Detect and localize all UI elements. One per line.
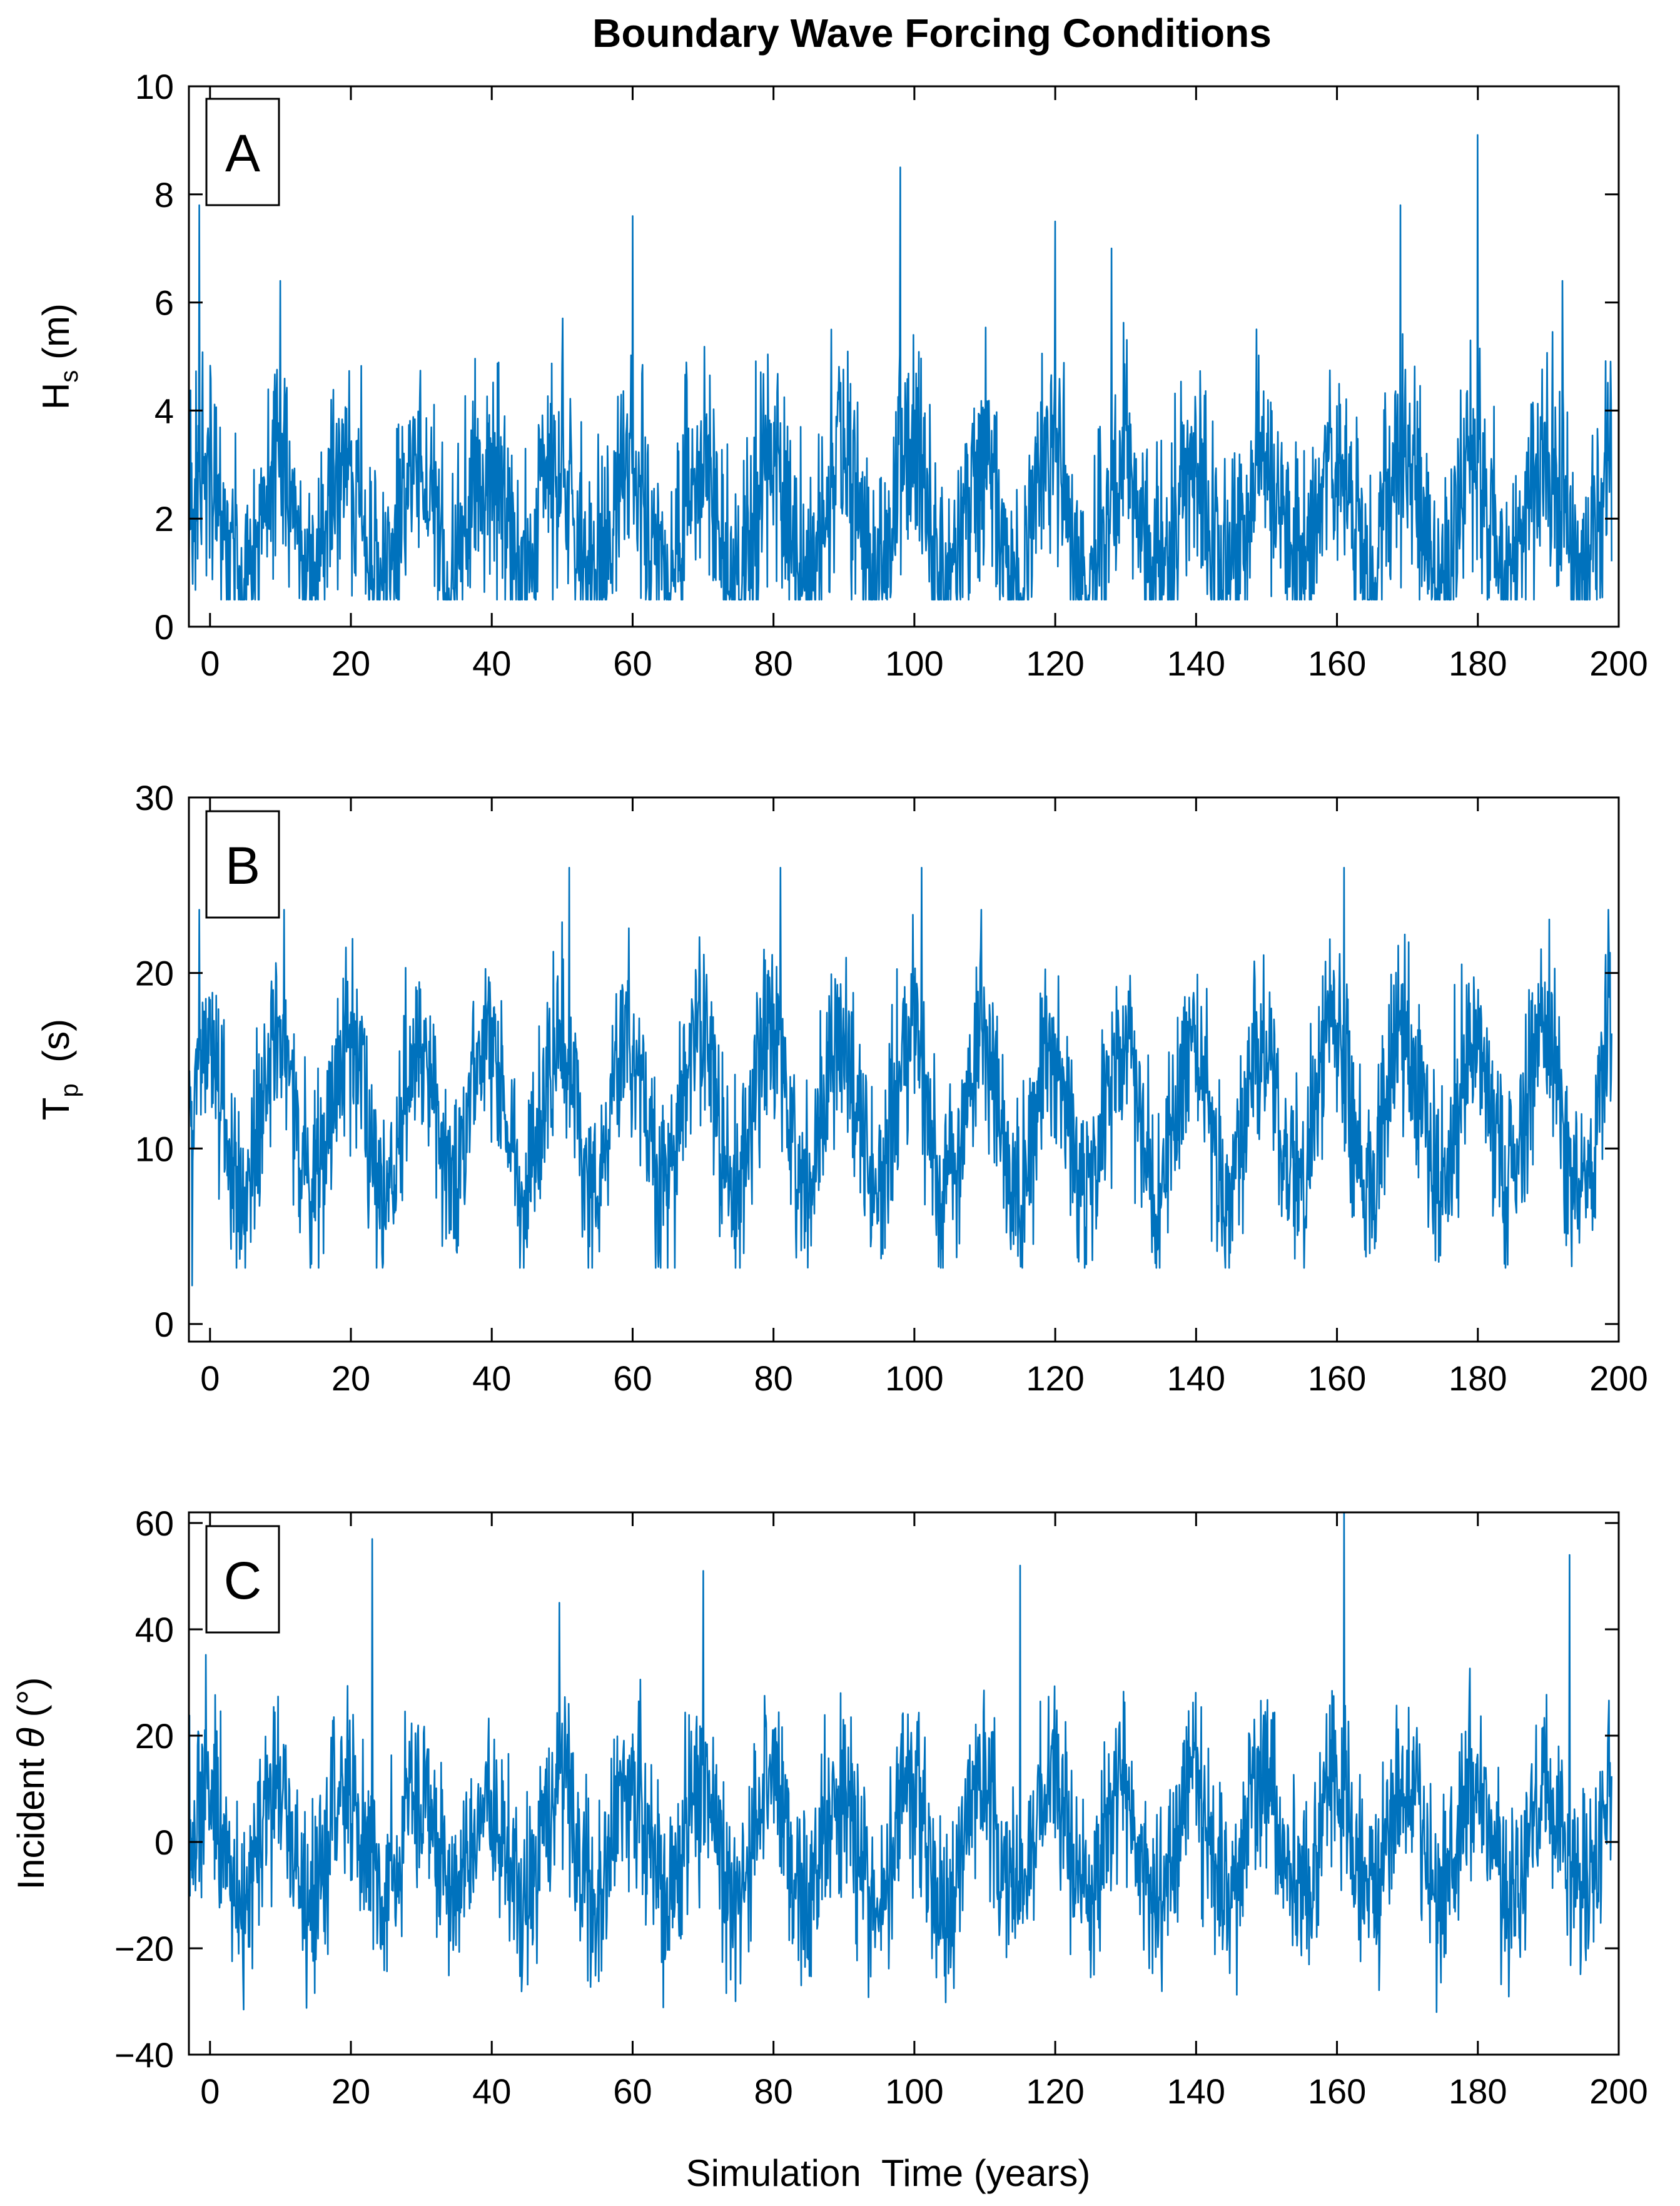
panel-b-y-label-unit: (s): [35, 1019, 77, 1083]
panel-b-x-tick-label: 40: [472, 1359, 511, 1398]
panel-a-x-tick-label: 120: [1026, 644, 1084, 683]
panel-b-y-label-main: T: [35, 1097, 77, 1120]
panel-b-x-tick-label: 120: [1026, 1359, 1084, 1398]
panel-b-x-tick-label: 140: [1167, 1359, 1225, 1398]
panel-c-y-label-main: Incident: [10, 1748, 52, 1890]
panel-c-label: C: [224, 1551, 262, 1610]
panel-c-x-tick-label: 40: [472, 2072, 511, 2111]
panel-c-y-ticks: −40 −20 0 20 40 60: [114, 1504, 1619, 2075]
panel-c-y-axis-label: Incident θ (°): [10, 1677, 52, 1890]
panel-c-axes-box: [188, 1511, 1620, 2056]
panel-a-x-tick-label: 40: [472, 644, 511, 683]
panel-c-series-line: [188, 1511, 1612, 2013]
panel-b-axes-box: [188, 796, 1620, 1343]
panel-c-x-tick-label: 200: [1589, 2072, 1647, 2111]
panel-b-label: B: [225, 836, 260, 895]
panel-a-x-tick-label: 200: [1589, 644, 1647, 683]
panel-c-x-tick-label: 120: [1026, 2072, 1084, 2111]
panel-c-x-ticks: 0 20 40 60 80 100 120 140 160 180 200: [200, 1512, 1648, 2111]
panel-b-x-tick-label: 60: [613, 1359, 652, 1398]
panel-b-y-tick-label: 10: [135, 1129, 174, 1168]
panel-c-x-tick-label: 60: [613, 2072, 652, 2111]
x-axis-label: Simulation Time (years): [686, 2152, 1091, 2194]
panel-c-label-box: C: [205, 1525, 280, 1634]
panel-c-x-tick-label: 0: [200, 2072, 220, 2111]
panel-b-label-box: B: [205, 810, 280, 919]
panel-b-x-tick-label: 80: [754, 1359, 793, 1398]
panel-a-series-line: [188, 134, 1612, 601]
panel-b-x-tick-label: 200: [1589, 1359, 1647, 1398]
panel-b-x-tick-label: 160: [1308, 1359, 1366, 1398]
panel-a-label: A: [225, 124, 260, 183]
panel-c-series: [188, 1511, 1612, 2013]
panel-c-x-tick-label: 100: [885, 2072, 943, 2111]
panel-b-x-tick-label: 180: [1449, 1359, 1507, 1398]
panel-c-x-tick-label: 180: [1449, 2072, 1507, 2111]
panel-c-y-label-theta: θ: [10, 1728, 52, 1748]
panel-a-axes-box: [188, 85, 1620, 628]
panel-b-x-tick-label: 20: [331, 1359, 370, 1398]
panel-c-y-tick-label: 0: [154, 1823, 174, 1862]
panel-a-y-tick-label: 2: [154, 499, 174, 539]
panel-a-x-tick-label: 140: [1167, 644, 1225, 683]
panel-c-x-tick-label: 20: [331, 2072, 370, 2111]
panel-a-x-tick-label: 160: [1308, 644, 1366, 683]
panel-b-y-tick-label: 30: [135, 778, 174, 817]
panel-b-y-axis-label: Tp (s): [35, 1019, 83, 1120]
panel-b-y-tick-label: 0: [154, 1305, 174, 1344]
panel-a-y-tick-label: 4: [154, 391, 174, 430]
panel-c-y-tick-label: −20: [114, 1929, 174, 1968]
panel-a-x-tick-label: 60: [613, 644, 652, 683]
panel-a: 0 20 40 60 80 100 120 140 160 180 200 0 2 4 6 8 10 A Hs…: [35, 67, 1648, 683]
panel-a-series: [188, 134, 1612, 601]
panel-a-y-tick-label: 0: [154, 607, 174, 647]
panel-a-x-ticks: 0 20 40 60 80 100 120 140 160 180 200: [200, 86, 1648, 683]
panel-b-series-line: [188, 867, 1612, 1287]
panel-a-y-tick-label: 10: [135, 67, 174, 106]
panel-a-x-tick-label: 80: [754, 644, 793, 683]
panel-b-y-label-sub: p: [56, 1083, 83, 1097]
panel-a-y-tick-label: 6: [154, 283, 174, 323]
panel-c-y-tick-label: −40: [114, 2035, 174, 2075]
panel-b-x-ticks: 0 20 40 60 80 100 120 140 160 180 200: [200, 797, 1648, 1398]
panel-c: 0 20 40 60 80 100 120 140 160 180 200 −40 −20 0 20 40 6…: [10, 1504, 1648, 2111]
panel-a-y-label-unit: (m): [35, 303, 77, 370]
panel-c-y-tick-label: 20: [135, 1716, 174, 1756]
panel-b: 0 20 40 60 80 100 120 140 160 180 200 0 10 20 30 B Tp…: [35, 778, 1648, 1398]
panel-a-y-label-main: H: [35, 383, 77, 410]
panel-b-x-tick-label: 100: [885, 1359, 943, 1398]
panel-b-series: [188, 867, 1612, 1287]
panel-c-x-tick-label: 80: [754, 2072, 793, 2111]
figure-title: Boundary Wave Forcing Conditions: [592, 11, 1272, 56]
panel-c-x-tick-label: 140: [1167, 2072, 1225, 2111]
panel-a-x-tick-label: 0: [200, 644, 220, 683]
panel-a-x-tick-label: 180: [1449, 644, 1507, 683]
panel-b-x-tick-label: 0: [200, 1359, 220, 1398]
panel-a-x-tick-label: 20: [331, 644, 370, 683]
panel-a-x-tick-label: 100: [885, 644, 943, 683]
panel-b-y-ticks: 0 10 20 30: [135, 778, 1619, 1344]
panel-c-y-tick-label: 60: [135, 1504, 174, 1543]
panel-c-y-tick-label: 40: [135, 1610, 174, 1649]
panel-a-y-ticks: 0 2 4 6 8 10: [135, 67, 1619, 647]
panel-c-x-tick-label: 160: [1308, 2072, 1366, 2111]
panel-b-y-tick-label: 20: [135, 954, 174, 993]
panel-a-y-label-sub: s: [56, 370, 83, 383]
panel-a-y-axis-label: Hs (m): [35, 303, 83, 410]
panel-a-label-box: A: [205, 98, 280, 206]
panel-c-y-label-unit: (°): [10, 1677, 52, 1728]
panel-a-y-tick-label: 8: [154, 175, 174, 215]
